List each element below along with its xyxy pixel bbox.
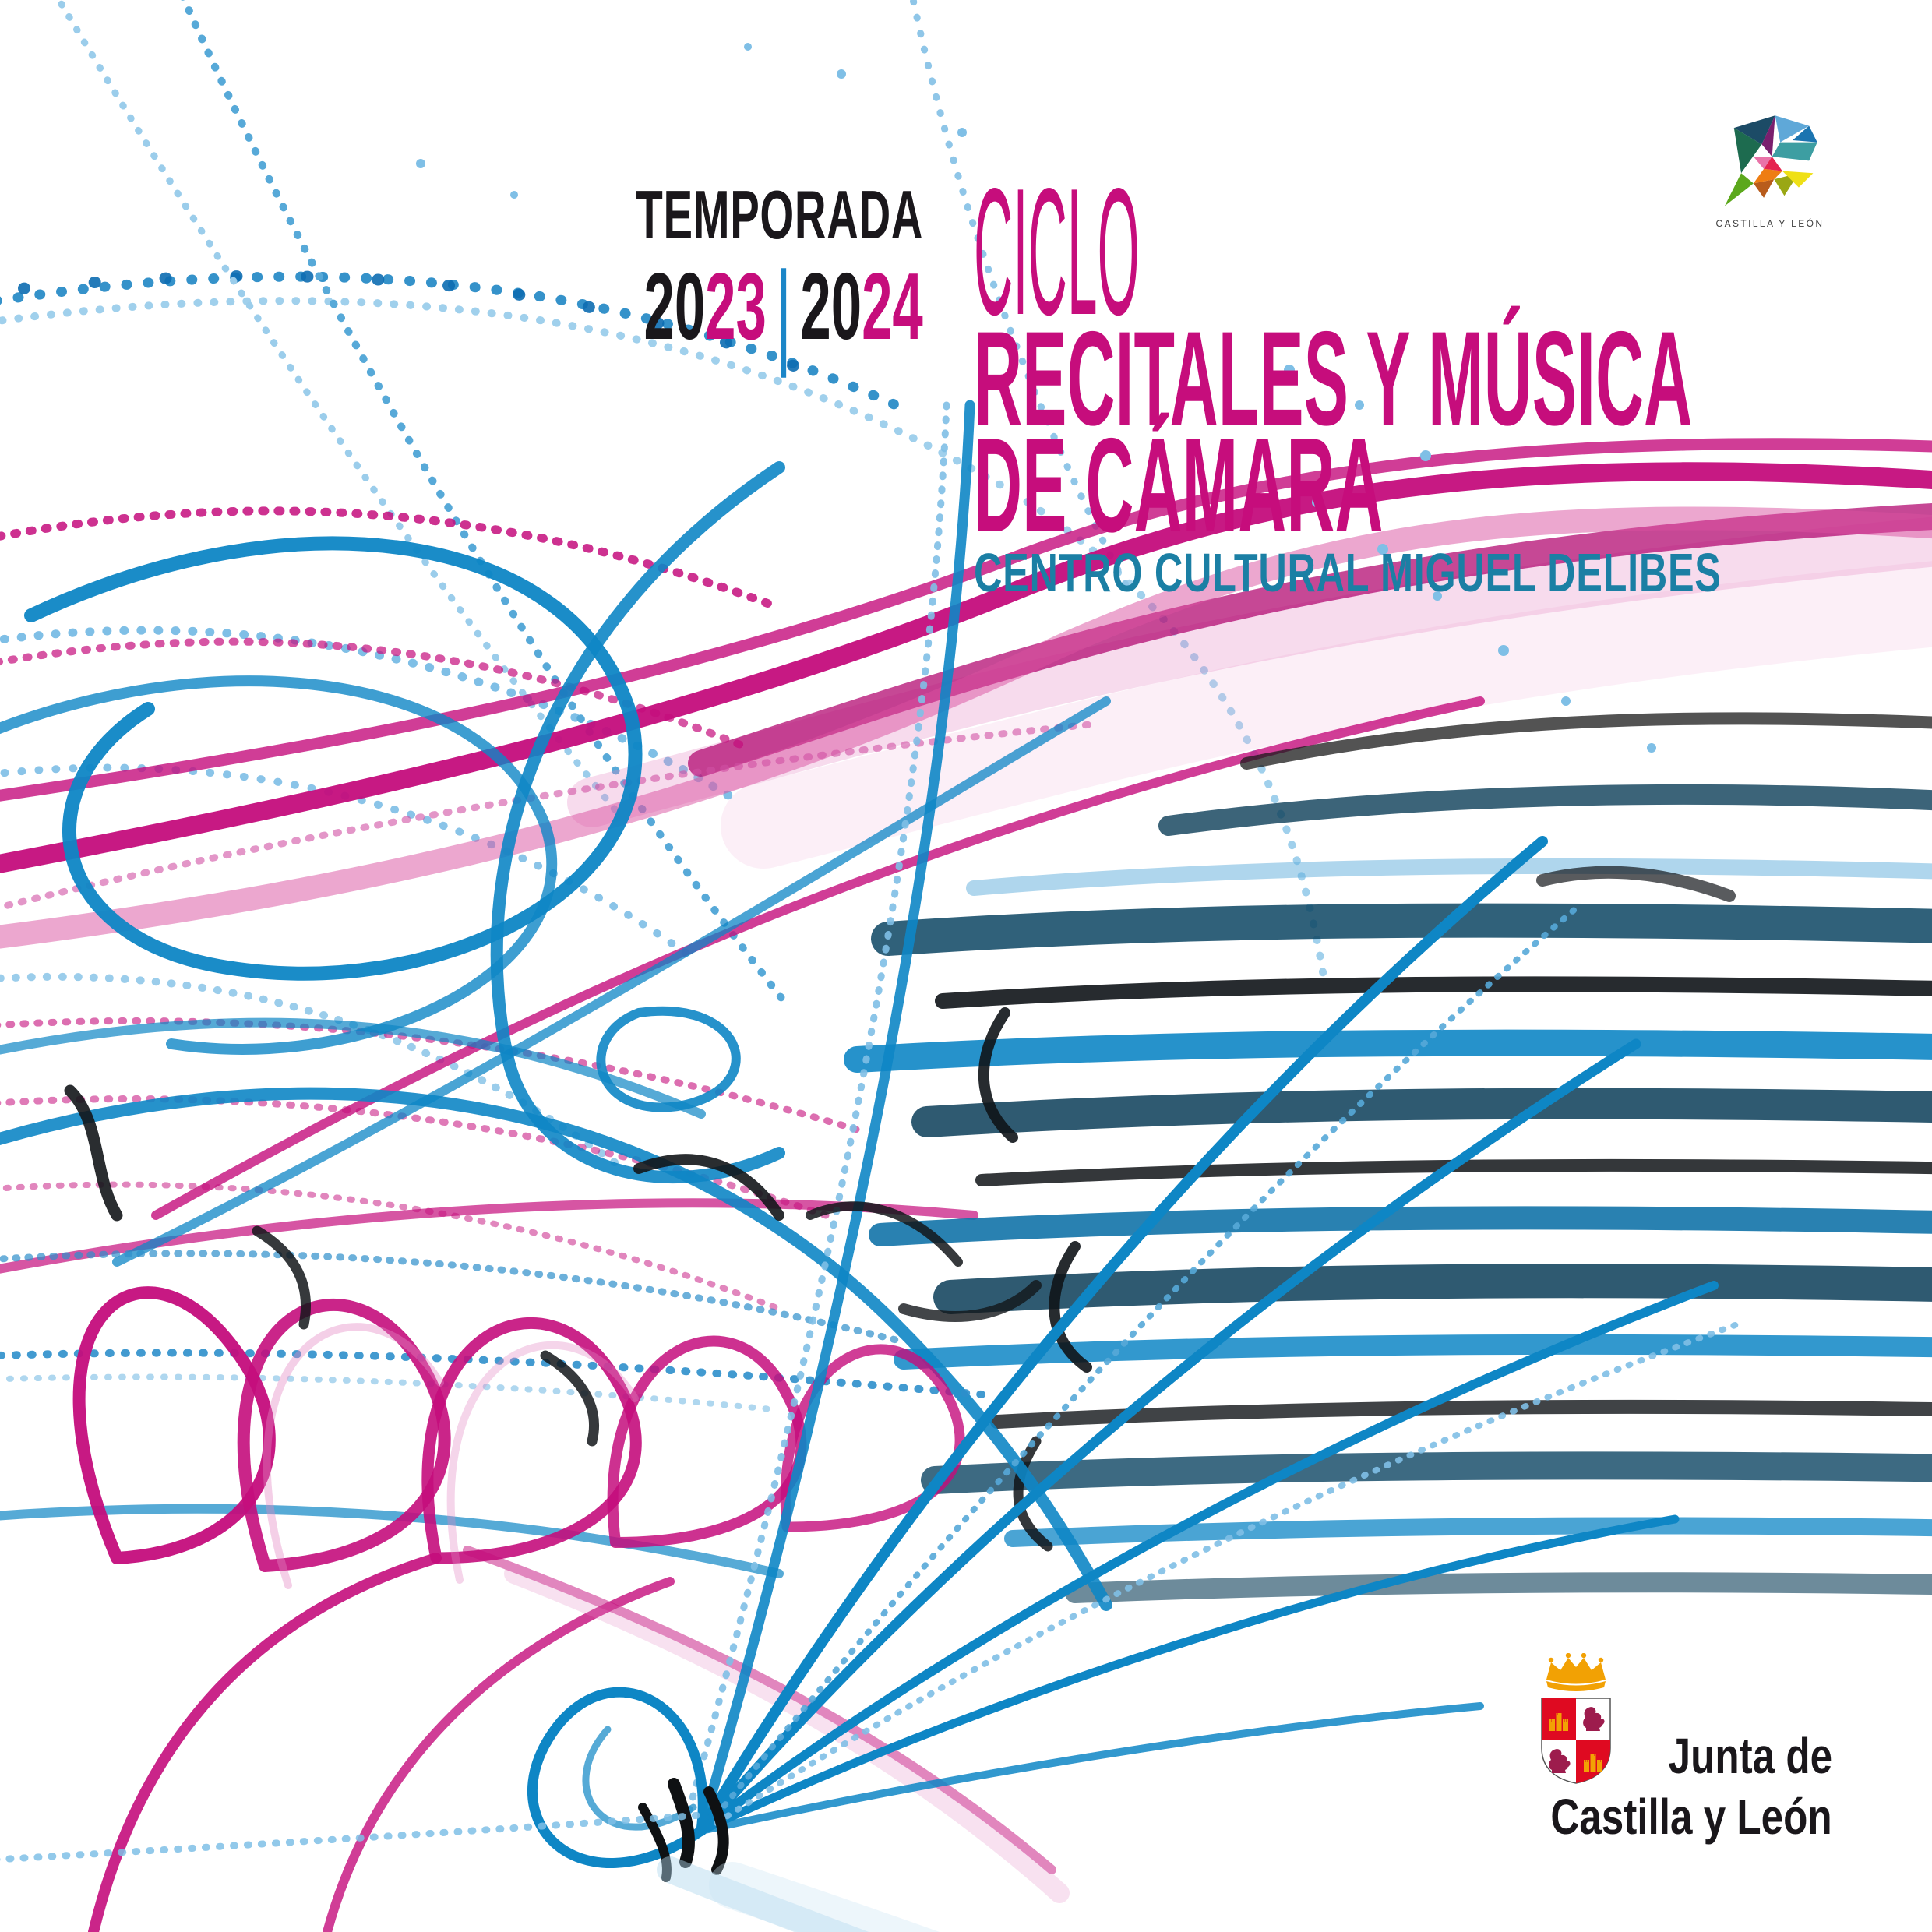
year-2023-suffix: 23 (705, 253, 767, 359)
castilla-leon-logo-icon (1724, 115, 1817, 206)
crown-icon (1546, 1653, 1606, 1691)
year-2024-prefix: 20 (800, 253, 862, 359)
junta-name-line1: Junta de (1668, 1728, 1832, 1784)
cycle-label: CICLO (974, 151, 1140, 353)
season-years: 20 23 | 20 24 (643, 248, 923, 371)
castilla-leon-brand: CASTILLA Y LEÓN (1708, 115, 1832, 229)
year-2024-suffix: 24 (862, 253, 923, 359)
black-accents (64, 866, 1736, 1447)
castilla-leon-caption: CASTILLA Y LEÓN (1715, 218, 1824, 229)
junta-name-line2: Castilla y León (1550, 1789, 1832, 1845)
poster-title-line1: RECITALES Y MÚSICA (974, 304, 1693, 453)
dark-streak-band (844, 712, 1932, 1603)
year-2023-prefix: 20 (643, 253, 706, 359)
blue-fan (0, 400, 1740, 1932)
dotted-arcs-top-left (0, 0, 1328, 1172)
junta-top-row: Junta de (1480, 1653, 1832, 1786)
season-label: TEMPORADA (636, 176, 923, 253)
junta-logo-block: Junta de Castilla y León (1480, 1653, 1832, 1842)
blue-loops (0, 461, 1112, 1611)
shield-icon (1541, 1698, 1611, 1784)
year-divider-bar: | (774, 247, 793, 378)
scatter-dots (416, 43, 1656, 753)
junta-crest-icon (1541, 1653, 1611, 1784)
poster-title-line2: DE CÁMARA (974, 411, 1384, 560)
venue-label: CENTRO CULTURAL MIGUEL DELIBES (974, 542, 1722, 603)
